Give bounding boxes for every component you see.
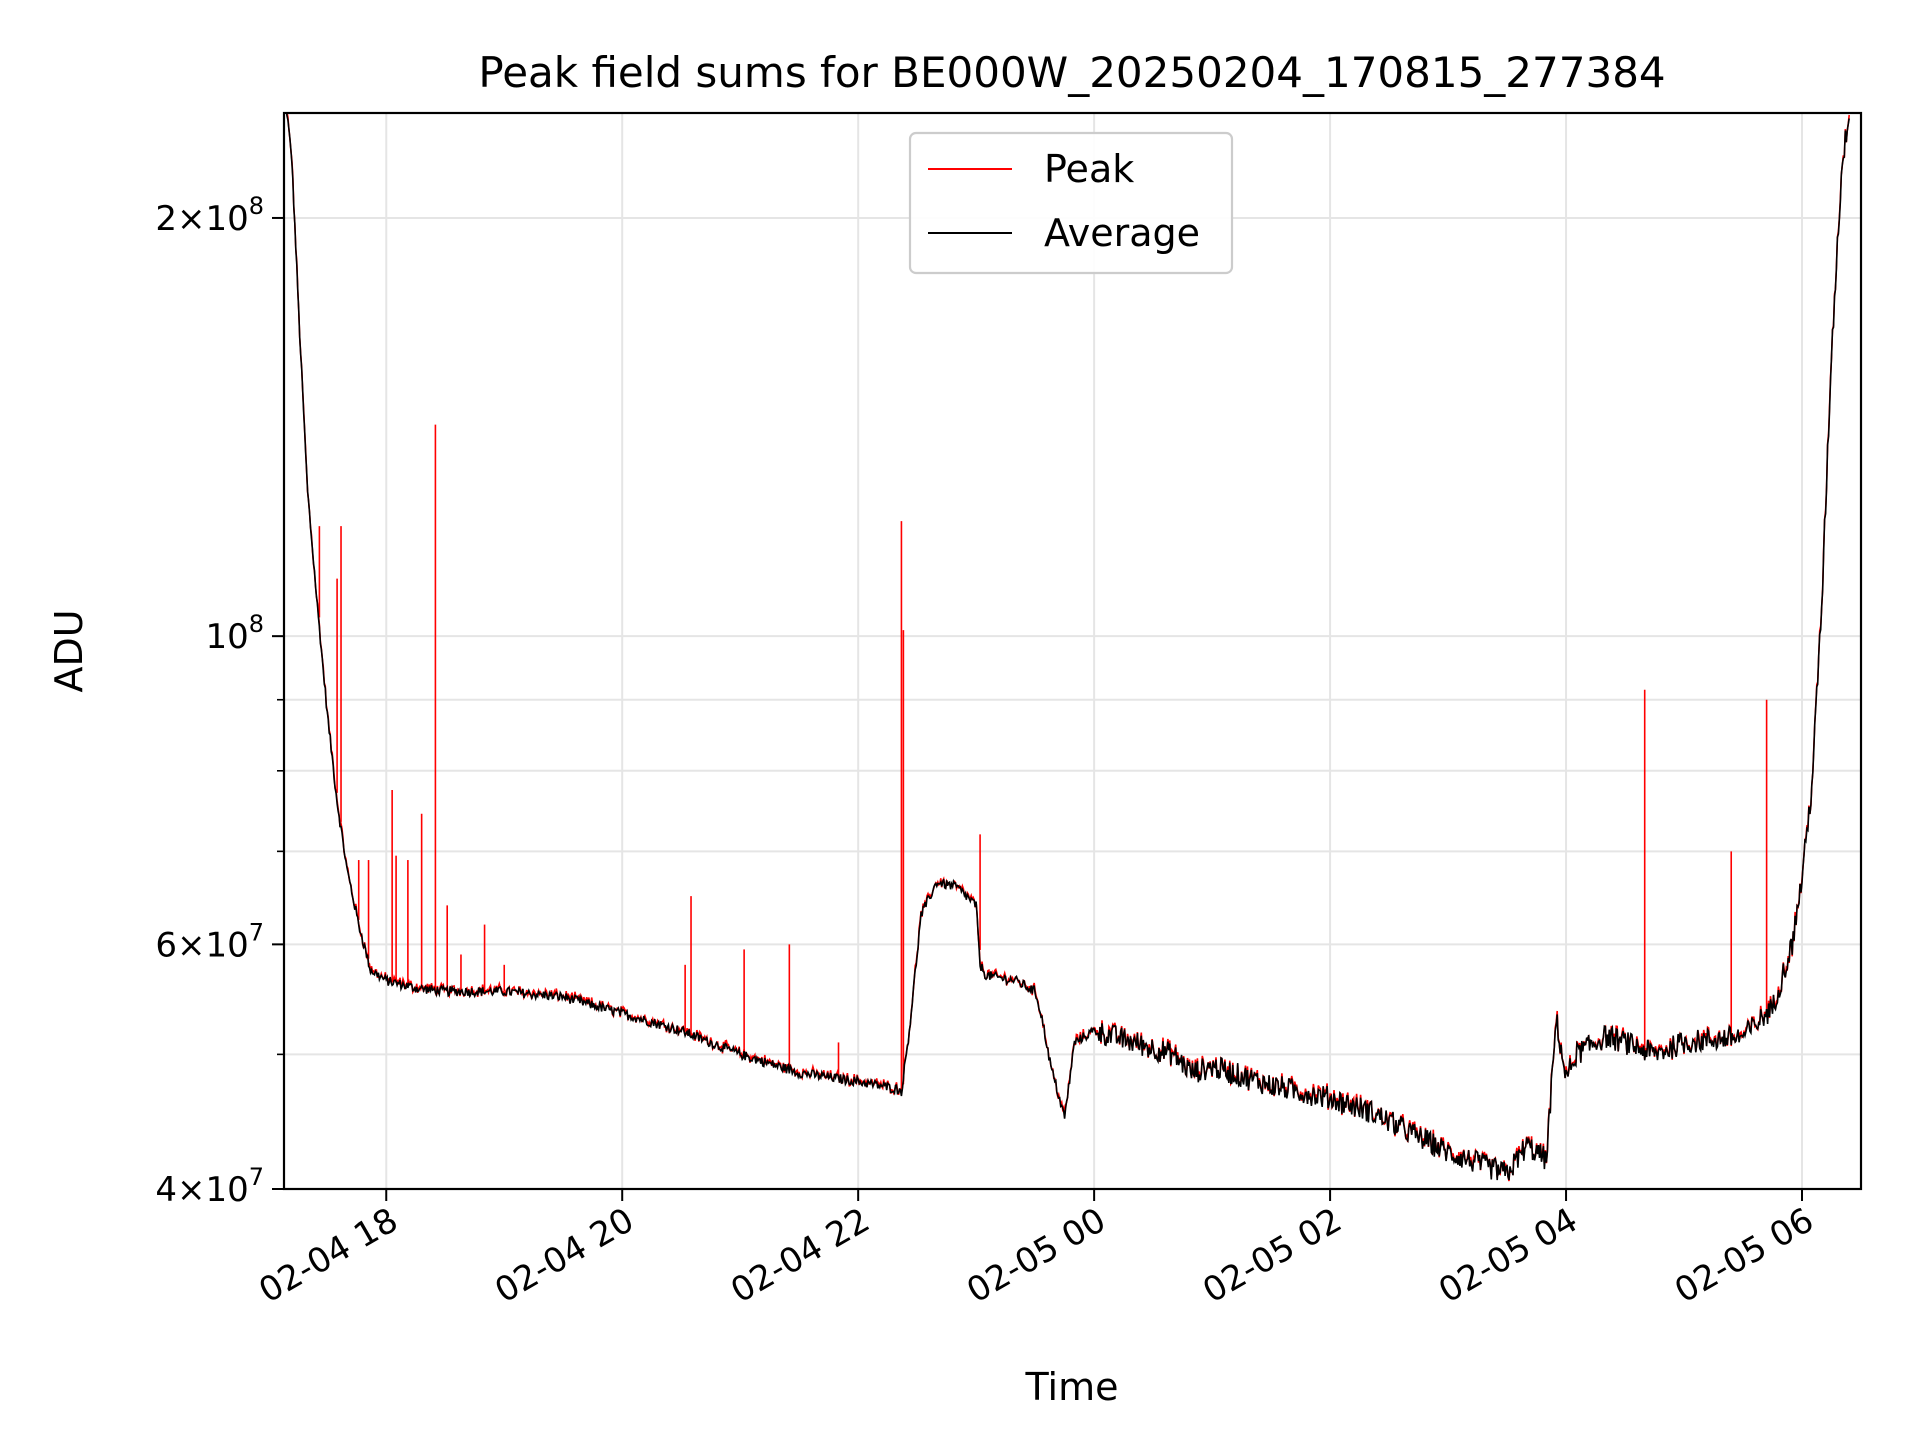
- y-tick-label: 6×107: [155, 918, 264, 965]
- chart-title: Peak field sums for BE000W_20250204_1708…: [478, 48, 1665, 97]
- plot-layer: [285, 113, 1850, 1182]
- y-tick-label: 108: [205, 610, 264, 657]
- series-line-average: [285, 113, 1850, 1181]
- legend-label-peak: Peak: [1044, 147, 1134, 191]
- y-axis-ticks: 4×107 6×107 108 2×108: [155, 192, 284, 1210]
- y-axis-label: ADU: [47, 609, 91, 692]
- plot-frame: [282, 111, 1863, 1191]
- y-tick-label: 4×107: [155, 1163, 264, 1210]
- legend: Peak Average: [908, 131, 1234, 275]
- x-axis-label: Time: [1025, 1365, 1119, 1409]
- y-tick-label: 2×108: [155, 192, 264, 239]
- legend-label-average: Average: [1044, 211, 1200, 255]
